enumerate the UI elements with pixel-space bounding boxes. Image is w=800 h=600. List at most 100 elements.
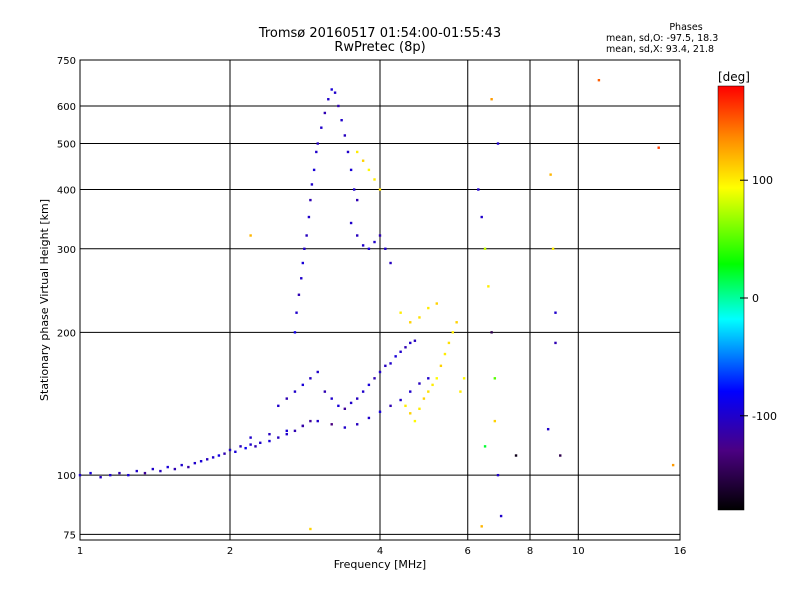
data-point bbox=[217, 454, 221, 457]
data-point bbox=[355, 150, 359, 154]
chart-title-line1: Tromsø 20160517 01:54:00-01:55:43 bbox=[258, 26, 502, 41]
data-point bbox=[285, 432, 288, 436]
data-point bbox=[355, 423, 359, 426]
phases-stats-box: Phases mean, sd,O: -97.5, 18.3 mean, sd,… bbox=[606, 22, 766, 55]
data-point bbox=[378, 188, 382, 191]
data-point bbox=[431, 383, 434, 387]
data-point bbox=[554, 341, 557, 345]
data-point bbox=[316, 419, 319, 423]
phases-o-stats: mean, sd,O: -97.5, 18.3 bbox=[606, 33, 719, 44]
data-point bbox=[330, 397, 333, 400]
data-point bbox=[259, 441, 262, 445]
y-tick-label: 200 bbox=[57, 328, 76, 339]
x-tick-label: 8 bbox=[527, 546, 533, 557]
data-point bbox=[346, 150, 350, 154]
data-point bbox=[399, 398, 402, 402]
data-point bbox=[389, 404, 392, 408]
data-point bbox=[418, 316, 421, 319]
data-point bbox=[99, 476, 102, 479]
colorbar-tick-label: 0 bbox=[752, 292, 759, 305]
data-point bbox=[151, 467, 155, 471]
data-point bbox=[305, 234, 308, 237]
x-tick-label: 10 bbox=[572, 546, 585, 557]
data-point bbox=[367, 416, 371, 420]
data-point bbox=[349, 168, 353, 172]
data-point bbox=[349, 221, 353, 225]
data-point bbox=[551, 247, 555, 250]
colorbar-ticks: 100 0 -100 bbox=[740, 174, 777, 423]
data-point bbox=[211, 456, 215, 459]
data-point bbox=[118, 471, 121, 475]
data-point bbox=[361, 159, 365, 162]
data-point bbox=[546, 427, 550, 431]
data-point bbox=[384, 364, 387, 368]
data-point bbox=[323, 390, 327, 393]
y-tick-label: 500 bbox=[57, 140, 76, 151]
y-tick-label: 600 bbox=[57, 102, 76, 113]
data-point bbox=[173, 467, 177, 471]
data-point bbox=[301, 383, 305, 387]
phases-x-stats: mean, sd,X: 93.4, 21.8 bbox=[606, 44, 715, 55]
data-point bbox=[490, 98, 493, 101]
data-point bbox=[223, 452, 226, 455]
data-point bbox=[239, 445, 242, 448]
data-point bbox=[373, 377, 376, 380]
data-point bbox=[389, 362, 392, 365]
data-point bbox=[493, 419, 497, 423]
data-point bbox=[355, 397, 359, 400]
x-axis-label: Frequency [MHz] bbox=[334, 558, 426, 571]
data-point bbox=[427, 390, 430, 393]
data-point bbox=[373, 178, 376, 181]
data-point bbox=[352, 188, 356, 191]
data-point bbox=[268, 439, 271, 443]
data-point bbox=[462, 377, 466, 380]
data-point bbox=[268, 432, 271, 436]
data-point bbox=[199, 460, 203, 463]
data-point bbox=[89, 471, 92, 475]
data-point bbox=[361, 244, 365, 247]
phases-heading: Phases bbox=[669, 22, 703, 33]
data-point bbox=[378, 370, 382, 374]
data-point bbox=[455, 321, 458, 324]
data-point bbox=[496, 142, 500, 145]
data-point bbox=[361, 390, 365, 393]
data-point bbox=[389, 261, 392, 265]
data-point bbox=[435, 377, 438, 380]
data-point bbox=[293, 390, 297, 393]
data-point bbox=[316, 142, 319, 145]
data-point bbox=[166, 465, 169, 469]
data-point bbox=[143, 471, 147, 475]
data-point bbox=[343, 426, 347, 429]
data-point bbox=[487, 285, 490, 288]
data-point bbox=[180, 463, 183, 467]
data-point bbox=[443, 352, 447, 356]
y-tick-labels: 75 100 200 300 400 500 600 750 bbox=[57, 56, 76, 541]
data-point bbox=[310, 183, 314, 186]
x-tick-labels: 1 2 4 6 8 10 16 bbox=[77, 546, 687, 557]
data-point bbox=[309, 377, 312, 380]
data-point bbox=[309, 198, 312, 202]
data-point bbox=[277, 404, 280, 408]
data-point bbox=[355, 198, 359, 202]
data-point bbox=[249, 234, 252, 237]
data-point bbox=[671, 463, 675, 467]
data-point bbox=[447, 341, 451, 345]
y-tick-label: 100 bbox=[57, 471, 76, 482]
data-point bbox=[549, 173, 552, 176]
data-point bbox=[422, 397, 426, 400]
data-point bbox=[435, 302, 438, 305]
data-point bbox=[349, 401, 353, 405]
data-point bbox=[309, 419, 312, 423]
data-point bbox=[307, 215, 311, 219]
data-point bbox=[109, 473, 112, 477]
data-point bbox=[367, 247, 371, 250]
data-point bbox=[413, 339, 417, 342]
data-point bbox=[404, 404, 407, 408]
data-point bbox=[301, 424, 305, 428]
data-point bbox=[315, 150, 318, 154]
data-point bbox=[228, 448, 232, 452]
data-point bbox=[554, 311, 557, 314]
data-point bbox=[378, 234, 382, 237]
data-point bbox=[78, 473, 82, 477]
data-point bbox=[323, 111, 327, 115]
